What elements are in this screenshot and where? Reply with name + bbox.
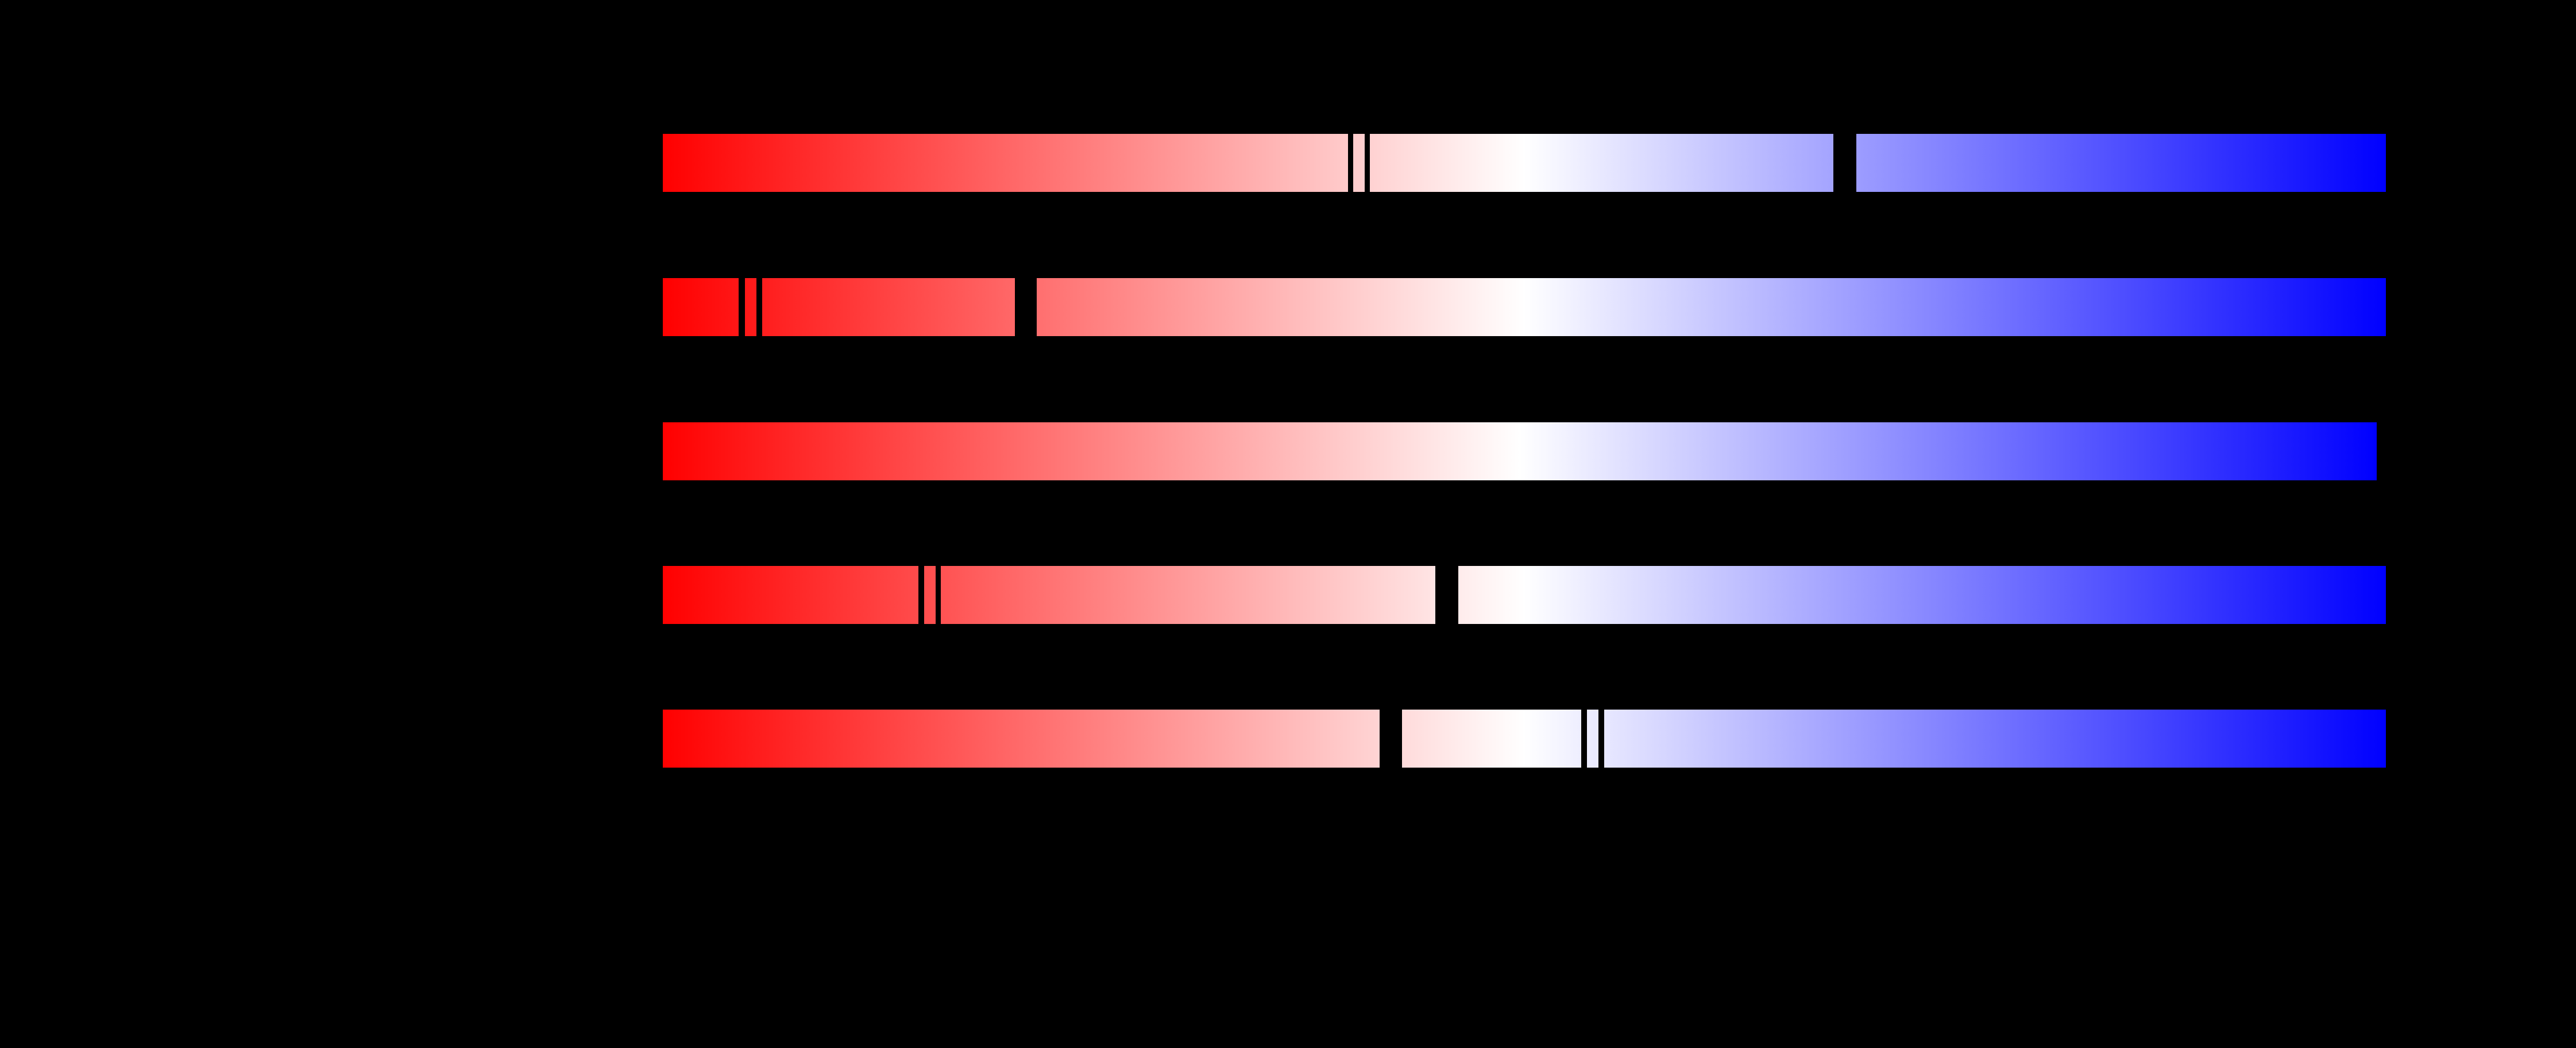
tick-marker [1364,133,1370,192]
tick-marker [1598,709,1604,768]
gap-marker [1380,709,1402,768]
tick-marker [935,565,941,625]
tick-marker [1348,133,1354,192]
gradient-bar-row-3 [663,565,2386,625]
tick-marker [739,278,746,337]
gradient-bar-row-4 [663,709,2386,768]
tick-marker [918,565,924,625]
gap-marker [1014,278,1037,337]
gap-marker [1833,133,1856,192]
gradient-bar-row-0 [663,133,2386,192]
gap-marker [1435,565,1458,625]
tick-marker [1581,709,1587,768]
gradient-bar-row-1 [663,278,2386,337]
tick-marker [756,278,762,337]
gradient-bar-row-2 [663,422,2377,480]
